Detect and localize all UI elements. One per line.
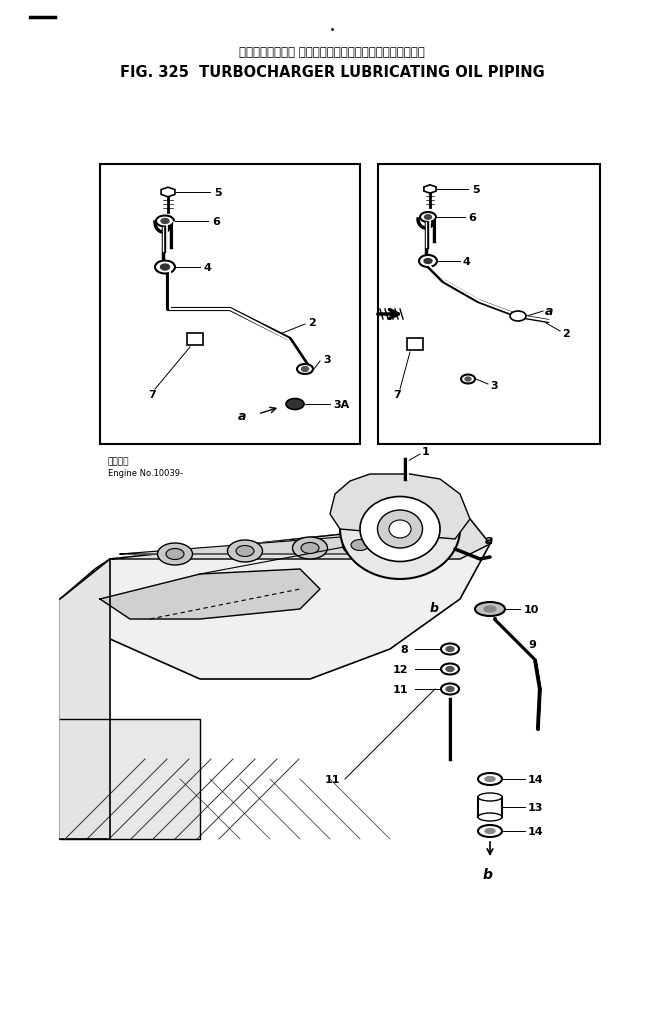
Text: 5: 5 [472, 184, 479, 195]
Ellipse shape [155, 261, 175, 274]
Text: 適用号機: 適用号機 [108, 457, 129, 466]
Ellipse shape [441, 644, 459, 655]
Ellipse shape [343, 535, 378, 556]
Polygon shape [330, 475, 470, 539]
Ellipse shape [485, 776, 495, 782]
Ellipse shape [424, 259, 432, 264]
Ellipse shape [236, 546, 254, 557]
Text: a: a [238, 410, 246, 423]
Text: 3: 3 [490, 381, 497, 390]
Text: 14: 14 [528, 826, 544, 837]
Ellipse shape [161, 219, 169, 224]
Ellipse shape [161, 265, 169, 271]
Ellipse shape [478, 773, 502, 786]
Text: 1: 1 [422, 446, 430, 457]
Ellipse shape [465, 378, 471, 382]
Ellipse shape [157, 543, 193, 566]
Text: 4: 4 [463, 257, 471, 267]
Text: FIG. 325  TURBOCHARGER LUBRICATING OIL PIPING: FIG. 325 TURBOCHARGER LUBRICATING OIL PI… [120, 64, 544, 79]
Text: b: b [483, 867, 493, 881]
Text: 12: 12 [392, 664, 408, 675]
Ellipse shape [446, 666, 454, 672]
Ellipse shape [360, 497, 440, 561]
Text: 13: 13 [528, 802, 543, 812]
Ellipse shape [286, 399, 304, 410]
Ellipse shape [484, 606, 496, 612]
Ellipse shape [166, 549, 184, 560]
Bar [378, 165, 600, 444]
Text: b: b [430, 601, 439, 613]
Text: Engine No.10039-: Engine No.10039- [108, 469, 183, 478]
Text: a: a [545, 305, 553, 317]
Ellipse shape [478, 825, 502, 838]
Text: a: a [485, 533, 493, 546]
Polygon shape [60, 719, 200, 840]
Bar [407, 338, 423, 351]
Ellipse shape [293, 537, 327, 559]
Bar [187, 333, 203, 345]
Text: 7: 7 [393, 389, 401, 399]
Ellipse shape [420, 213, 436, 223]
Ellipse shape [441, 684, 459, 695]
Polygon shape [424, 185, 436, 194]
Ellipse shape [510, 312, 526, 322]
Polygon shape [60, 520, 490, 840]
Polygon shape [110, 520, 490, 559]
Text: 9: 9 [528, 639, 536, 649]
Polygon shape [60, 559, 110, 840]
Text: 2: 2 [308, 318, 316, 328]
Ellipse shape [301, 543, 319, 554]
Ellipse shape [461, 375, 475, 384]
Text: 3A: 3A [333, 399, 349, 410]
Ellipse shape [228, 540, 262, 562]
Ellipse shape [340, 480, 460, 580]
Ellipse shape [475, 602, 505, 616]
Polygon shape [100, 570, 320, 620]
Polygon shape [161, 189, 175, 198]
Text: 7: 7 [148, 389, 156, 399]
Ellipse shape [485, 828, 495, 834]
Ellipse shape [446, 647, 454, 652]
Text: 6: 6 [468, 213, 476, 223]
Text: 5: 5 [214, 187, 222, 198]
Ellipse shape [301, 367, 309, 372]
Text: 3: 3 [323, 355, 331, 365]
Text: 10: 10 [524, 604, 539, 614]
Ellipse shape [351, 540, 369, 551]
Text: 11: 11 [392, 685, 408, 694]
Ellipse shape [478, 793, 502, 801]
Ellipse shape [424, 216, 432, 220]
Text: 14: 14 [528, 774, 544, 785]
Ellipse shape [297, 365, 313, 375]
Text: 2: 2 [562, 329, 570, 338]
Polygon shape [120, 535, 420, 554]
Bar [100, 165, 360, 444]
Ellipse shape [389, 521, 411, 538]
Ellipse shape [378, 511, 422, 548]
Text: 6: 6 [212, 217, 220, 227]
Text: 4: 4 [204, 263, 212, 273]
Text: 8: 8 [400, 644, 408, 654]
Ellipse shape [419, 256, 437, 268]
Ellipse shape [441, 663, 459, 675]
Text: ターボチャージャ ルーブリケーティングオイルパイピング: ターボチャージャ ルーブリケーティングオイルパイピング [239, 46, 425, 58]
Ellipse shape [156, 216, 174, 227]
Text: 11: 11 [325, 774, 340, 785]
Ellipse shape [478, 813, 502, 821]
Bar [478, 797, 502, 817]
Ellipse shape [446, 687, 454, 692]
